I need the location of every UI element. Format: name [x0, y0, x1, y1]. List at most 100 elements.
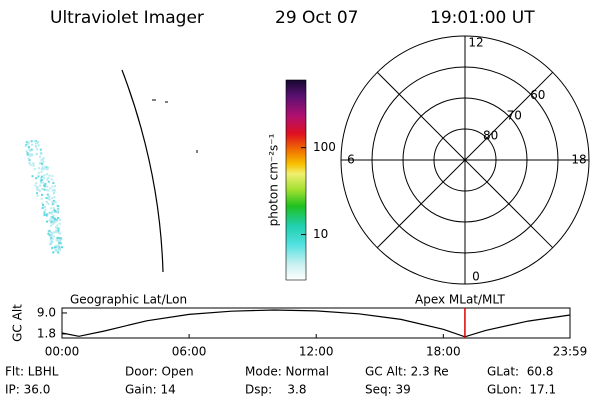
- uv-pixel: [56, 239, 59, 242]
- uv-pixel: [29, 153, 32, 156]
- uv-pixel: [40, 175, 43, 178]
- uv-pixel: [36, 192, 38, 195]
- uv-pixel: [37, 167, 40, 170]
- uv-pixel: [33, 140, 36, 143]
- ring-label: 60: [530, 88, 545, 102]
- uv-pixel: [46, 168, 49, 171]
- uv-pixel: [29, 155, 32, 157]
- x-tick-label: 12:00: [299, 345, 334, 359]
- uv-pixel: [28, 161, 31, 164]
- uv-pixel: [56, 209, 59, 212]
- info-field: Seq: 39: [365, 383, 411, 397]
- uv-pixel: [45, 213, 48, 216]
- uv-pixel: [31, 153, 33, 156]
- uv-pixel: [43, 177, 45, 180]
- uv-pixel: [31, 143, 34, 146]
- uv-pixel: [44, 208, 47, 211]
- uv-pixel: [50, 212, 53, 215]
- uv-pixel: [61, 246, 63, 249]
- uv-pixel: [27, 157, 30, 160]
- x-tick-label: 23:59: [553, 345, 588, 359]
- uv-pixel: [52, 231, 55, 234]
- uv-pixel: [53, 221, 56, 224]
- uv-pixel: [60, 237, 63, 240]
- uv-pixel: [48, 234, 51, 237]
- uv-pixel: [53, 191, 56, 194]
- uv-pixel: [26, 153, 29, 156]
- uv-pixel: [48, 212, 51, 215]
- uv-pixel: [40, 178, 43, 181]
- uv-pixel: [28, 148, 31, 151]
- uv-pixel: [37, 188, 40, 191]
- mlt-label: 6: [347, 153, 355, 167]
- uv-pixel: [55, 220, 58, 223]
- uv-pixel: [46, 193, 49, 196]
- uv-pixel: [56, 245, 59, 248]
- uv-pixel: [51, 197, 54, 200]
- uv-pixel: [25, 141, 28, 144]
- uv-pixel: [54, 201, 57, 204]
- uv-pixel: [43, 211, 46, 214]
- uv-pixel: [47, 176, 50, 179]
- uv-pixel: [41, 158, 44, 161]
- uv-pixel: [51, 237, 54, 240]
- uv-pixel: [41, 168, 44, 171]
- uv-pixel: [41, 162, 44, 165]
- uv-pixel: [35, 182, 38, 185]
- uv-pixel: [46, 220, 48, 223]
- uv-pixel: [52, 214, 55, 217]
- uv-pixel: [41, 166, 44, 169]
- info-field: IP: 36.0: [5, 383, 50, 397]
- uv-pixel: [53, 196, 56, 199]
- uv-pixel: [41, 206, 44, 209]
- time: 19:01:00 UT: [430, 8, 535, 28]
- x-tick-label: 06:00: [172, 345, 207, 359]
- polar-spoke: [376, 71, 554, 249]
- uv-pixel: [40, 171, 43, 173]
- info-field: Mode: Normal: [245, 365, 329, 379]
- uv-pixel: [45, 197, 48, 199]
- uv-pixel: [51, 216, 54, 219]
- uv-pixel: [55, 230, 58, 233]
- uv-pixel: [47, 180, 50, 183]
- uv-pixel: [54, 245, 57, 248]
- uv-pixel: [26, 152, 29, 155]
- uv-pixel: [48, 198, 51, 201]
- uv-pixel: [56, 247, 59, 249]
- uv-pixel: [37, 175, 40, 178]
- uv-pixel: [28, 159, 31, 162]
- uv-pixel: [41, 202, 44, 205]
- uv-pixel: [42, 204, 45, 206]
- uv-pixel: [52, 217, 55, 220]
- uv-pixel: [24, 145, 27, 147]
- right-label: Apex MLat/MLT: [415, 293, 505, 307]
- uv-pixel: [34, 145, 37, 147]
- uv-pixel: [49, 231, 52, 234]
- uv-pixel: [54, 249, 57, 252]
- uv-pixel: [38, 190, 41, 192]
- uv-pixel: [29, 163, 32, 166]
- uv-pixel: [48, 195, 51, 198]
- uv-pixel: [38, 162, 41, 165]
- uv-pixel: [42, 181, 45, 184]
- uv-pixel: [55, 226, 57, 229]
- colorbar-label: photon cm⁻²s⁻¹: [267, 133, 281, 226]
- mlt-label: 18: [571, 153, 586, 167]
- left-label: Geographic Lat/Lon: [70, 293, 187, 307]
- uv-pixel: [42, 160, 45, 163]
- uv-pixel: [50, 242, 53, 245]
- uv-pixel: [36, 186, 39, 189]
- uv-pixel: [37, 171, 40, 174]
- uv-pixel: [50, 234, 53, 237]
- uv-pixel: [35, 152, 38, 155]
- uv-pixel: [52, 221, 55, 223]
- uv-pixel: [35, 141, 38, 144]
- uv-pixel: [39, 151, 42, 154]
- uv-pixel: [33, 168, 36, 171]
- uv-pixel: [58, 236, 61, 239]
- uv-pixel: [58, 243, 61, 246]
- uv-pixel: [48, 174, 51, 177]
- mlt-label: 0: [472, 270, 480, 284]
- uv-pixel: [51, 246, 54, 249]
- uv-pixel: [44, 185, 47, 188]
